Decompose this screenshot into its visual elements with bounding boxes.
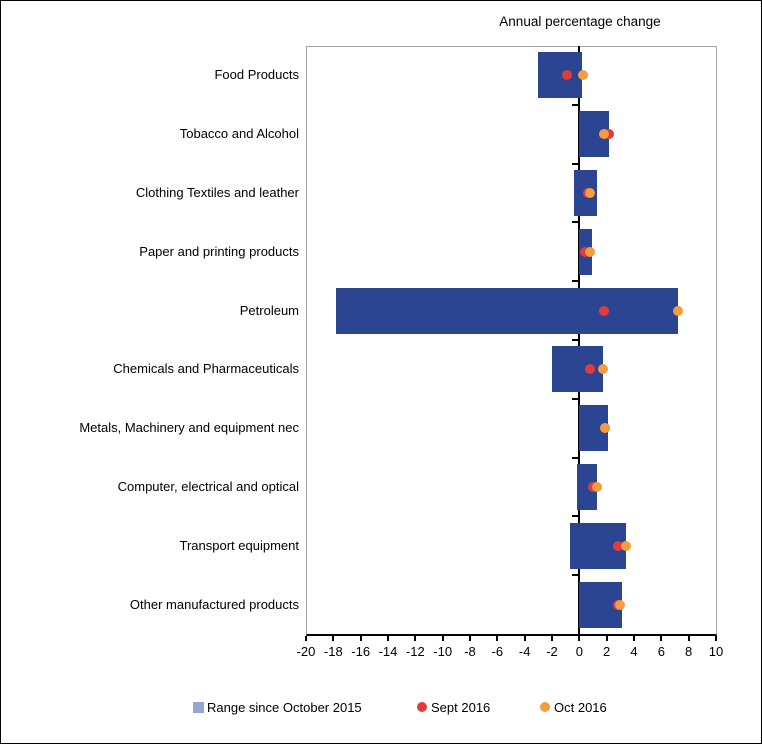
x-axis-tick-label: -14 xyxy=(378,644,398,659)
sept-point xyxy=(612,540,623,551)
oct-point xyxy=(597,364,608,375)
range-bar xyxy=(336,287,678,334)
x-axis-tick-label: 8 xyxy=(685,644,693,659)
range-swatch-icon xyxy=(193,702,204,713)
x-axis-tick xyxy=(605,636,608,641)
sept-point xyxy=(598,305,609,316)
legend-label-range: Range since October 2015 xyxy=(207,700,362,715)
category-label: Metals, Machinery and equipment nec xyxy=(79,420,299,436)
zero-axis-tick xyxy=(572,221,580,224)
zero-axis-tick xyxy=(572,339,580,341)
chart-title: Annual percentage change xyxy=(499,14,661,29)
sept-point xyxy=(562,70,573,81)
x-axis-tick-label: -4 xyxy=(518,644,531,659)
x-axis-tick xyxy=(715,636,717,641)
x-axis-tick xyxy=(660,636,663,641)
x-axis-tick-label: -6 xyxy=(491,644,504,659)
legend: Range since October 2015 Sept 2016 Oct 2… xyxy=(1,699,761,723)
sept-point xyxy=(579,246,590,257)
x-axis-tick xyxy=(305,636,307,641)
oct-point xyxy=(592,482,603,492)
category-label: Food Products xyxy=(214,67,299,83)
zero-axis-tick xyxy=(572,456,580,459)
category-label: Computer, electrical and optical xyxy=(117,479,299,494)
sept-dot-icon xyxy=(417,702,427,712)
x-axis-tick xyxy=(551,636,553,641)
zero-axis-tick xyxy=(572,397,580,400)
x-axis-tick xyxy=(633,636,635,641)
range-bar xyxy=(538,52,583,99)
x-axis-tick xyxy=(687,636,690,641)
x-axis-tick-label: 2 xyxy=(603,644,611,659)
range-bar xyxy=(576,464,598,510)
x-axis-tick xyxy=(387,636,389,641)
x-axis-tick-label: -18 xyxy=(323,644,343,659)
plot-area xyxy=(306,46,717,636)
x-axis-tick xyxy=(441,636,444,641)
zero-axis-line xyxy=(578,46,581,634)
oct-point xyxy=(598,129,609,140)
x-axis-tick xyxy=(578,636,581,641)
sept-point xyxy=(604,129,615,140)
legend-label-sept: Sept 2016 xyxy=(431,700,491,715)
x-axis-tick-label: -20 xyxy=(296,644,316,659)
category-label: Petroleum xyxy=(239,302,299,318)
category-label: Chemicals and Pharmaceuticals xyxy=(113,361,299,377)
x-axis-tick xyxy=(523,636,526,641)
category-label: Tobacco and Alcohol xyxy=(179,126,299,142)
zero-axis-tick xyxy=(572,162,580,165)
zero-axis-tick xyxy=(572,515,580,518)
x-axis-tick-label: -10 xyxy=(433,644,453,659)
x-axis-tick-label: 0 xyxy=(575,644,583,659)
x-axis-tick xyxy=(359,636,362,641)
x-axis-tick xyxy=(469,636,471,641)
legend-label-oct: Oct 2016 xyxy=(554,700,607,715)
x-axis-tick-label: -8 xyxy=(464,644,476,659)
oct-dot-icon xyxy=(540,702,550,712)
x-axis-tick-label: -12 xyxy=(405,644,425,659)
zero-axis-tick xyxy=(572,574,580,577)
oct-point xyxy=(578,70,589,81)
x-axis-tick-label: 10 xyxy=(708,644,724,659)
zero-axis-tick xyxy=(572,280,580,283)
x-axis-tick xyxy=(332,636,335,641)
category-label: Paper and printing products xyxy=(139,243,299,259)
oct-point xyxy=(585,246,596,257)
x-axis-tick-label: -2 xyxy=(546,644,558,659)
x-axis-tick-label: 4 xyxy=(630,644,638,659)
oct-point xyxy=(585,188,596,198)
oct-point xyxy=(672,305,683,316)
category-label: Transport equipment xyxy=(179,537,299,553)
x-axis-tick-label: 6 xyxy=(657,644,665,659)
x-axis-tick xyxy=(414,636,417,641)
oct-point xyxy=(600,423,611,434)
zero-axis-tick xyxy=(572,103,580,106)
x-axis-tick-label: -16 xyxy=(351,644,371,659)
category-label: Clothing Textiles and leather xyxy=(135,185,299,200)
oct-point xyxy=(620,540,631,551)
oct-point xyxy=(615,599,626,610)
category-label: Other manufactured products xyxy=(129,596,299,612)
sept-point xyxy=(585,364,596,375)
x-axis-tick xyxy=(496,636,499,641)
